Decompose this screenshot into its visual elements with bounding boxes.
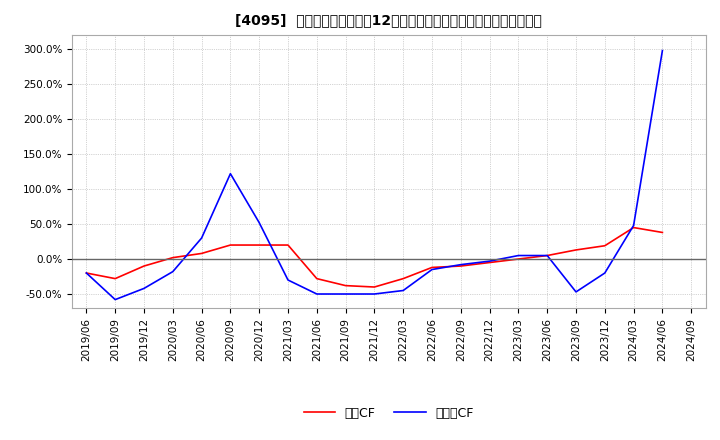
営業CF [168,255,177,260]
営業CF [514,257,523,262]
フリーCF [111,297,120,302]
営業CF [197,251,206,256]
営業CF [140,264,148,269]
営業CF [284,242,292,248]
営業CF [456,264,465,269]
フリーCF [600,271,609,276]
フリーCF [82,271,91,276]
Title: [4095]  キャッシュフローの12か月移動合計の対前年同期増減率の推移: [4095] キャッシュフローの12か月移動合計の対前年同期増減率の推移 [235,13,542,27]
フリーCF [399,288,408,293]
営業CF [428,265,436,270]
営業CF [312,276,321,281]
フリーCF [255,220,264,225]
フリーCF [428,267,436,272]
営業CF [572,247,580,253]
フリーCF [572,289,580,294]
フリーCF [658,48,667,53]
フリーCF [543,253,552,258]
営業CF [543,253,552,258]
営業CF [399,276,408,281]
Legend: 営業CF, フリーCF: 営業CF, フリーCF [299,402,479,425]
営業CF [485,260,494,265]
営業CF [600,243,609,249]
フリーCF [197,235,206,241]
フリーCF [140,286,148,291]
営業CF [82,271,91,276]
Line: 営業CF: 営業CF [86,227,662,287]
営業CF [226,242,235,248]
営業CF [255,242,264,248]
フリーCF [370,291,379,297]
営業CF [341,283,350,288]
営業CF [658,230,667,235]
フリーCF [341,291,350,297]
フリーCF [456,262,465,267]
営業CF [111,276,120,281]
フリーCF [629,223,638,228]
フリーCF [168,269,177,274]
フリーCF [284,277,292,282]
フリーCF [485,258,494,264]
Line: フリーCF: フリーCF [86,51,662,300]
フリーCF [312,291,321,297]
フリーCF [514,253,523,258]
フリーCF [226,171,235,176]
営業CF [370,284,379,290]
営業CF [629,225,638,230]
